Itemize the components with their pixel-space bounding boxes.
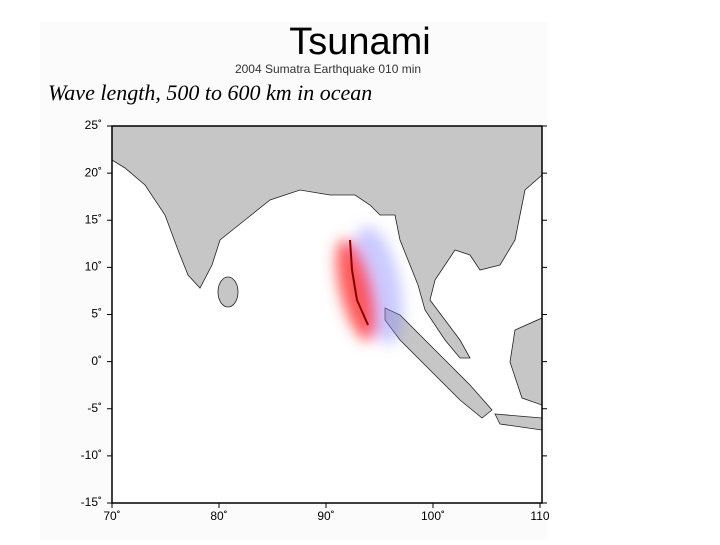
lat-label: -10˚ [81, 448, 102, 462]
lat-label: 20˚ [85, 165, 102, 179]
mainland [112, 126, 542, 359]
lat-label: -5˚ [87, 401, 102, 415]
lon-label: 110 [530, 509, 549, 523]
axis-labels: 25˚ 20˚ 15˚ 10˚ 5˚ 0˚ -5˚ -10˚ -15˚70˚ 80˚ 90˚ 100˚… [81, 118, 550, 523]
lat-label: 0˚ [91, 354, 102, 368]
java [494, 413, 542, 431]
fault [349, 239, 369, 326]
lat-label: 10˚ [85, 260, 102, 274]
map [112, 126, 542, 503]
map-subtitle: 2004 Sumatra Earthquake 010 min [235, 62, 421, 76]
lat-label: 15˚ [85, 212, 102, 226]
sri-lanka [217, 276, 239, 308]
caption: Wave length, 500 to 600 km in ocean [48, 80, 372, 105]
lon-label: 90˚ [317, 509, 334, 523]
lat-label: 25˚ [85, 118, 102, 132]
lon-label: 100˚ [421, 509, 445, 523]
lon-label: 80˚ [210, 509, 227, 523]
lat-label: 5˚ [91, 307, 102, 321]
sumatra [384, 307, 493, 419]
lon-label: 70˚ [103, 509, 120, 523]
lat-label: -15˚ [81, 495, 102, 509]
borneo [509, 317, 542, 406]
slide-title: Tsunami [289, 21, 431, 63]
